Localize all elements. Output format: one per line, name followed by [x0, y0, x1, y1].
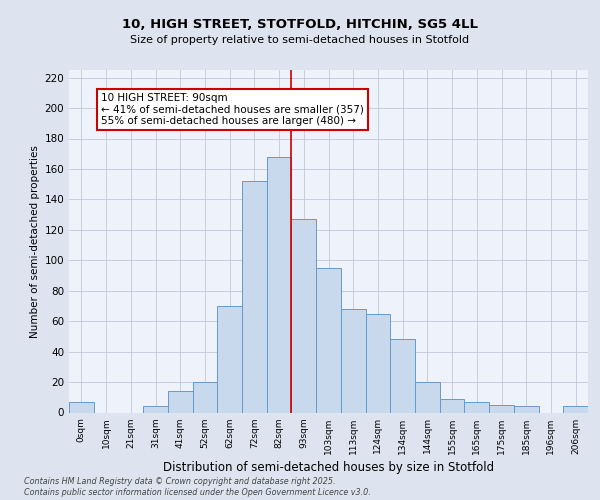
Bar — [514, 406, 539, 412]
Text: Contains HM Land Registry data © Crown copyright and database right 2025.
Contai: Contains HM Land Registry data © Crown c… — [24, 478, 371, 497]
Text: Size of property relative to semi-detached houses in Stotfold: Size of property relative to semi-detach… — [130, 35, 470, 45]
Bar — [217, 306, 242, 412]
Bar — [415, 382, 440, 412]
Bar — [563, 406, 588, 412]
Bar — [292, 219, 316, 412]
Bar — [440, 399, 464, 412]
Bar — [242, 181, 267, 412]
Text: 10, HIGH STREET, STOTFOLD, HITCHIN, SG5 4LL: 10, HIGH STREET, STOTFOLD, HITCHIN, SG5 … — [122, 18, 478, 30]
X-axis label: Distribution of semi-detached houses by size in Stotfold: Distribution of semi-detached houses by … — [163, 460, 494, 473]
Bar — [390, 340, 415, 412]
Bar — [267, 157, 292, 412]
Bar — [464, 402, 489, 412]
Bar — [143, 406, 168, 412]
Bar — [365, 314, 390, 412]
Bar — [489, 405, 514, 412]
Bar — [168, 391, 193, 412]
Y-axis label: Number of semi-detached properties: Number of semi-detached properties — [30, 145, 40, 338]
Bar — [316, 268, 341, 412]
Text: 10 HIGH STREET: 90sqm
← 41% of semi-detached houses are smaller (357)
55% of sem: 10 HIGH STREET: 90sqm ← 41% of semi-deta… — [101, 93, 364, 126]
Bar — [69, 402, 94, 412]
Bar — [341, 309, 365, 412]
Bar — [193, 382, 217, 412]
